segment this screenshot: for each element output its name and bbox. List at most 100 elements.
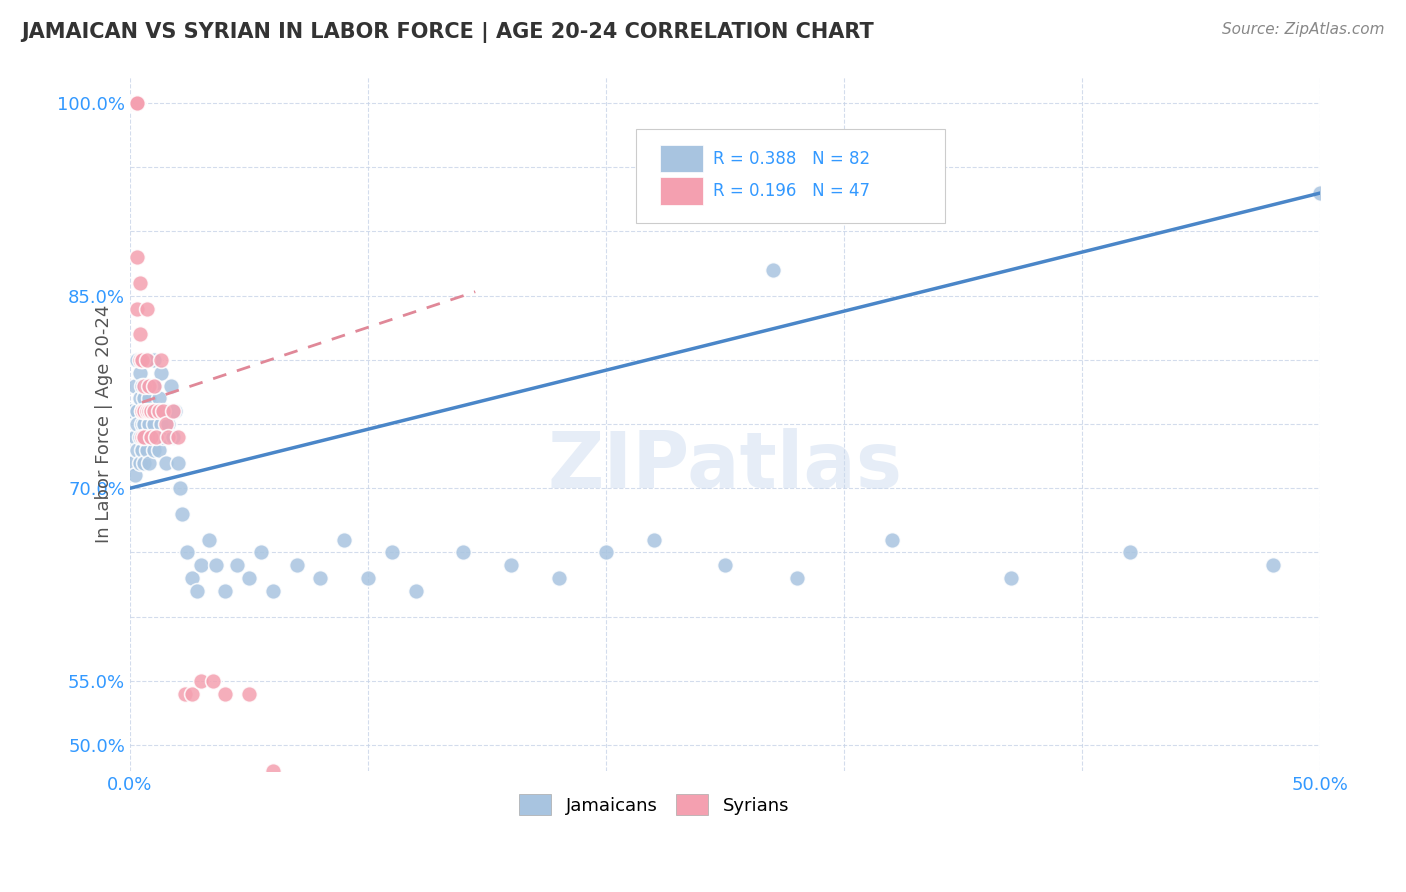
FancyBboxPatch shape bbox=[636, 129, 945, 223]
Point bbox=[124, 430, 146, 444]
Point bbox=[453, 545, 475, 559]
Point bbox=[547, 571, 569, 585]
Point bbox=[121, 456, 143, 470]
Point bbox=[134, 430, 156, 444]
Point bbox=[165, 404, 187, 418]
Point bbox=[381, 545, 404, 559]
Point bbox=[141, 404, 163, 418]
Point bbox=[135, 378, 157, 392]
Point bbox=[127, 404, 149, 418]
Point bbox=[134, 404, 156, 418]
Point bbox=[333, 533, 356, 547]
Point bbox=[124, 96, 146, 111]
Point bbox=[128, 456, 150, 470]
Point bbox=[499, 558, 522, 573]
Point bbox=[238, 571, 260, 585]
Point bbox=[141, 430, 163, 444]
Text: Source: ZipAtlas.com: Source: ZipAtlas.com bbox=[1222, 22, 1385, 37]
Point bbox=[134, 417, 156, 431]
Point bbox=[152, 430, 174, 444]
Point bbox=[157, 417, 180, 431]
Point bbox=[124, 96, 146, 111]
Point bbox=[148, 404, 170, 418]
Point bbox=[134, 430, 156, 444]
Point bbox=[190, 558, 212, 573]
Point bbox=[150, 417, 173, 431]
Point bbox=[405, 584, 427, 599]
Point bbox=[150, 352, 173, 367]
Point bbox=[127, 96, 149, 111]
Point bbox=[162, 430, 184, 444]
Point bbox=[142, 442, 165, 457]
Point bbox=[157, 430, 180, 444]
Point bbox=[131, 417, 153, 431]
Point bbox=[138, 456, 160, 470]
Point bbox=[134, 456, 156, 470]
Point bbox=[173, 687, 195, 701]
Point bbox=[166, 430, 188, 444]
Point bbox=[162, 404, 184, 418]
Point bbox=[128, 430, 150, 444]
Point bbox=[202, 673, 225, 688]
Point bbox=[145, 430, 167, 444]
Point bbox=[262, 764, 284, 778]
Point bbox=[127, 352, 149, 367]
Text: R = 0.196   N = 47: R = 0.196 N = 47 bbox=[713, 182, 870, 200]
Point bbox=[124, 468, 146, 483]
Point bbox=[127, 442, 149, 457]
Point bbox=[135, 352, 157, 367]
Point bbox=[762, 263, 785, 277]
Point bbox=[155, 417, 177, 431]
Point bbox=[214, 584, 236, 599]
Point bbox=[155, 404, 177, 418]
Point bbox=[1309, 186, 1331, 200]
Point bbox=[127, 301, 149, 316]
Point bbox=[134, 378, 156, 392]
Point bbox=[121, 96, 143, 111]
Point bbox=[141, 404, 163, 418]
Point bbox=[595, 545, 617, 559]
Point bbox=[135, 404, 157, 418]
Point bbox=[131, 378, 153, 392]
Point bbox=[135, 301, 157, 316]
Point bbox=[128, 327, 150, 342]
Point bbox=[138, 378, 160, 392]
Point bbox=[128, 352, 150, 367]
Point bbox=[714, 558, 737, 573]
Point bbox=[204, 558, 226, 573]
Point bbox=[176, 545, 198, 559]
Point bbox=[124, 96, 146, 111]
Point bbox=[142, 378, 165, 392]
Point bbox=[166, 456, 188, 470]
Point bbox=[142, 404, 165, 418]
Y-axis label: In Labor Force | Age 20-24: In Labor Force | Age 20-24 bbox=[96, 305, 114, 543]
Point bbox=[131, 404, 153, 418]
Point bbox=[142, 417, 165, 431]
Point bbox=[124, 96, 146, 111]
Point bbox=[148, 442, 170, 457]
Point bbox=[169, 481, 191, 495]
Point bbox=[121, 96, 143, 111]
Point bbox=[121, 96, 143, 111]
Point bbox=[1000, 571, 1022, 585]
Point bbox=[285, 558, 308, 573]
Point bbox=[138, 417, 160, 431]
Point bbox=[127, 96, 149, 111]
Point bbox=[128, 366, 150, 380]
Point bbox=[357, 571, 380, 585]
Point bbox=[134, 392, 156, 406]
Point bbox=[131, 352, 153, 367]
Point bbox=[172, 507, 194, 521]
Point bbox=[181, 571, 204, 585]
Point bbox=[238, 687, 260, 701]
Text: JAMAICAN VS SYRIAN IN LABOR FORCE | AGE 20-24 CORRELATION CHART: JAMAICAN VS SYRIAN IN LABOR FORCE | AGE … bbox=[21, 22, 875, 44]
Point bbox=[145, 404, 167, 418]
Point bbox=[190, 673, 212, 688]
Point bbox=[124, 96, 146, 111]
Point bbox=[131, 352, 153, 367]
Text: R = 0.388   N = 82: R = 0.388 N = 82 bbox=[713, 150, 870, 168]
Point bbox=[155, 456, 177, 470]
Point bbox=[135, 404, 157, 418]
Point bbox=[128, 392, 150, 406]
FancyBboxPatch shape bbox=[659, 145, 703, 172]
